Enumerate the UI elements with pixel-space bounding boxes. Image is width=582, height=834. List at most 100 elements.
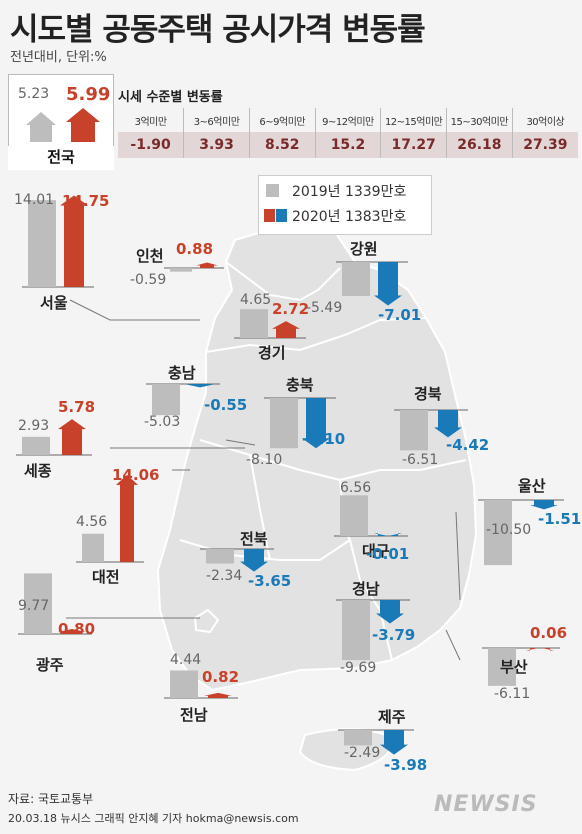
bar-2020-대구: [374, 533, 402, 537]
tier-value: 27.39: [511, 132, 578, 158]
tier-header: 30억이상: [511, 108, 578, 132]
region-name-대구: 대구: [362, 542, 390, 560]
label-2020-전남: 0.82: [202, 668, 240, 686]
label-2020-강원: -7.01: [378, 306, 422, 324]
tier-value: 3.93: [183, 132, 250, 158]
region-name-경남: 경남: [352, 580, 380, 598]
bar-2019-울산: [484, 500, 512, 566]
bar-2020-인천: [196, 262, 218, 268]
label-2019-울산: -10.50: [486, 522, 532, 538]
region-name-경북: 경북: [414, 385, 442, 403]
region-name-대전: 대전: [92, 568, 120, 586]
label-2020-전북: -3.65: [248, 572, 292, 590]
page-subtitle: 전년대비, 단위:%: [10, 50, 107, 65]
bar-2020-대전: [116, 474, 138, 562]
legend-swatch-2020-red: [264, 209, 275, 222]
tier-header: 3억미만: [118, 108, 184, 132]
tier-header: 15~30억미만: [446, 108, 513, 132]
label-2019-제주: -2.49: [344, 745, 381, 761]
label-2020-광주: 0.80: [58, 620, 96, 638]
leader-line-5: [445, 629, 461, 661]
label-2020-울산: -1.51: [538, 510, 582, 528]
label-2020-경기: 2.72: [272, 300, 310, 318]
bar-2020-경북: [434, 410, 462, 438]
label-2019-대전: 4.56: [76, 514, 108, 530]
label-2020-대전: 14.06: [112, 466, 160, 484]
tier-value: 8.52: [248, 132, 316, 158]
bar-2020-강원: [374, 262, 402, 306]
label-2020-세종: 5.78: [58, 398, 96, 416]
legend-label-2019: 2019년 1339만호: [292, 184, 407, 200]
region-name-부산: 부산: [500, 658, 528, 676]
bar-2019-부산: [488, 648, 516, 686]
label-2020-충북: -8.10: [302, 430, 346, 448]
label-2020-부산: 0.06: [530, 624, 568, 642]
leader-line-4: [455, 511, 461, 601]
region-name-광주: 광주: [36, 656, 64, 674]
national-label: 전국: [8, 146, 114, 170]
legend-label-2020: 2020년 1383만호: [292, 209, 407, 225]
label-2019-경기: 4.65: [240, 292, 272, 308]
label-2019-경북: -6.51: [402, 452, 439, 468]
tier-value: 15.2: [314, 132, 381, 158]
source-note: 자료: 국토교통부: [8, 792, 94, 806]
label-2019-광주: 9.77: [18, 598, 50, 614]
newsis-logo: NEWSIS: [434, 792, 538, 817]
region-name-전남: 전남: [180, 706, 208, 724]
bar-2020-울산: [530, 500, 558, 510]
bar-2019-전북: [206, 549, 234, 564]
tier-header: 3~6억미만: [183, 108, 250, 132]
bar-2019-인천: [170, 268, 192, 272]
bar-2019-서울: [28, 200, 56, 287]
bar-2020-경남: [376, 600, 404, 624]
bar-2020-부산: [526, 647, 554, 651]
tier-value: 17.27: [380, 132, 447, 158]
region-name-울산: 울산: [518, 477, 546, 495]
bar-2019-광주: [24, 573, 52, 634]
legend-swatch-2019: [266, 184, 279, 197]
mainland-shape: [156, 223, 478, 692]
region-name-세종: 세종: [24, 462, 52, 480]
tier-title: 시세 수준별 변동률: [118, 90, 223, 105]
bar-2019-세종: [22, 436, 50, 455]
label-2020-경북: -4.42: [446, 436, 490, 454]
region-name-제주: 제주: [378, 708, 406, 726]
credit-line: 20.03.18 뉴시스 그래픽 안지혜 기자 hokma@newsis.com: [8, 812, 299, 825]
label-2019-전북: -2.34: [206, 568, 243, 584]
region-name-충남: 충남: [168, 364, 196, 382]
label-2020-대구: -0.01: [366, 545, 410, 563]
label-2019-부산: -6.11: [494, 686, 531, 702]
label-2019-강원: -5.49: [306, 300, 343, 316]
national-2019-label: 5.23: [18, 86, 50, 102]
bar-2019-경기: [240, 309, 268, 338]
leader-line-6: [225, 439, 256, 446]
page-title: 시도별 공동주택 공시가격 변동률: [10, 12, 426, 48]
bar-2019-대전: [82, 533, 104, 562]
bar-2019-경북: [400, 410, 428, 451]
bar-2019-강원: [342, 262, 370, 297]
region-name-강원: 강원: [350, 240, 378, 258]
label-2020-서울: 14.75: [62, 192, 110, 210]
region-name-서울: 서울: [40, 294, 68, 312]
tier-table: 3억미만 3~6억미만 6~9억미만 9~12억미만 12~15억미만 15~3…: [118, 108, 578, 158]
bar-2020-광주: [58, 629, 86, 634]
label-2019-인천: -0.59: [130, 272, 167, 288]
national-2020-bar: [66, 108, 100, 142]
tier-value: 26.18: [446, 132, 513, 158]
legend-swatch-2020-blue: [276, 209, 287, 222]
tier-value: -1.90: [118, 132, 184, 158]
bar-2020-경기: [272, 321, 300, 338]
region-name-전북: 전북: [240, 530, 268, 548]
bar-2019-경남: [342, 600, 370, 661]
label-2019-대구: 6.56: [340, 480, 372, 496]
bar-2019-제주: [344, 730, 372, 746]
tier-header: 12~15억미만: [380, 108, 447, 132]
bar-2019-대구: [340, 495, 368, 536]
label-2019-전남: 4.44: [170, 652, 202, 668]
bar-2019-충북: [270, 398, 298, 449]
region-name-충북: 충북: [286, 376, 314, 394]
